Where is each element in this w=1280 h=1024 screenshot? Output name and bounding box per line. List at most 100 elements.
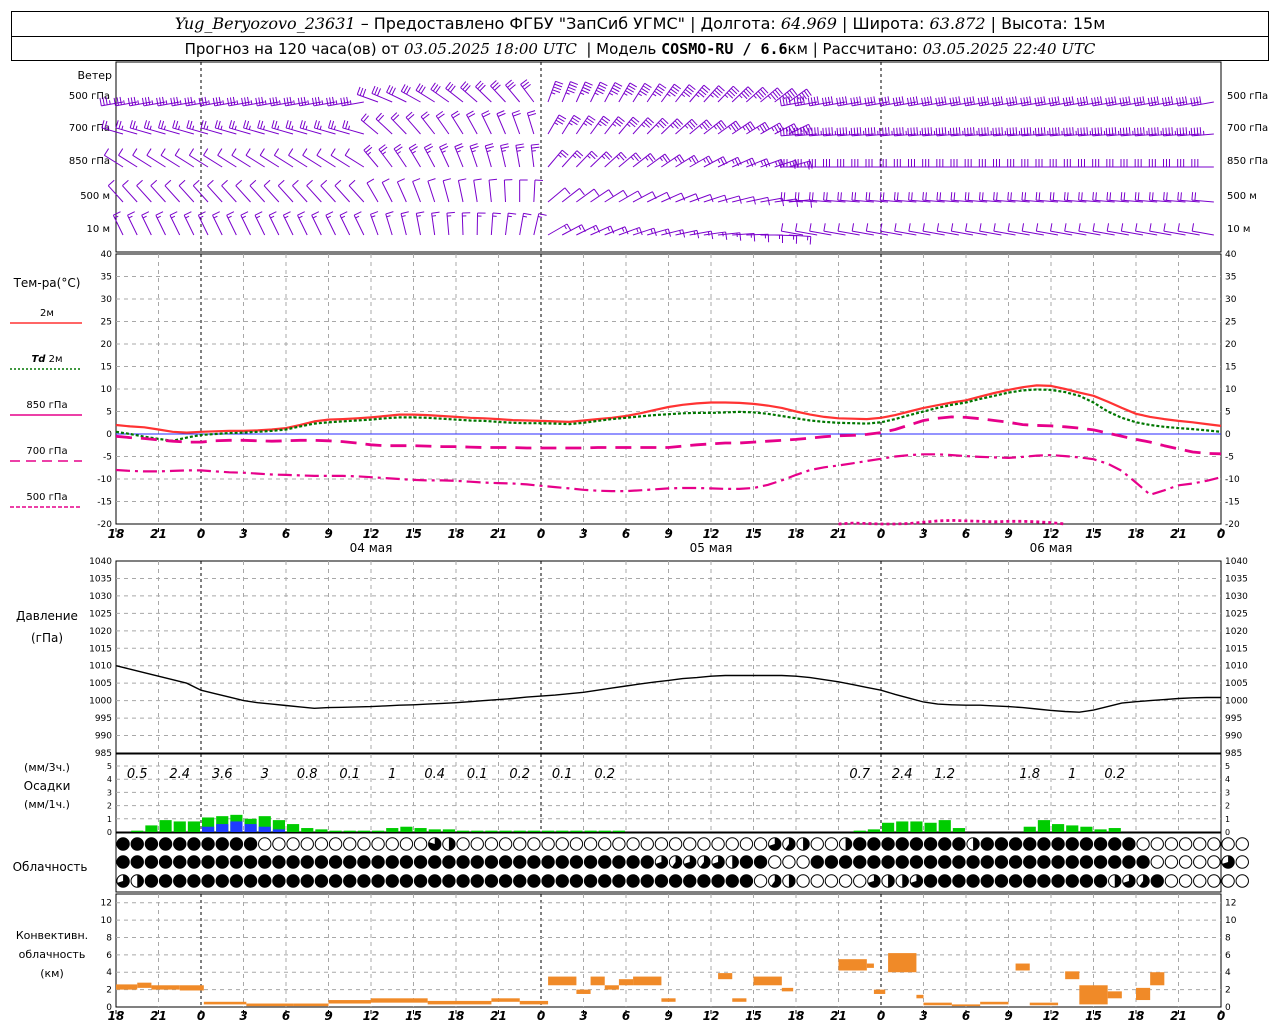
wind-barb <box>1078 159 1101 168</box>
wind-barb-half-feather <box>107 125 110 130</box>
cloud-cell-outline <box>1150 837 1164 851</box>
wind-barb-shaft <box>647 228 669 236</box>
wind-barb-half-feather <box>583 122 588 126</box>
cloud-cell-full <box>442 874 456 888</box>
wind-barb <box>837 192 860 203</box>
wind-barb-shaft <box>675 118 693 135</box>
wind-barb-feather <box>174 148 180 156</box>
wind-barb-feather <box>691 118 698 126</box>
cloud-cell-outline <box>753 874 768 888</box>
wind-barb-shaft <box>157 101 180 107</box>
wind-barb-feather <box>508 212 517 215</box>
conv-block-10 <box>456 1000 492 1005</box>
wind-barb-feather <box>639 227 643 236</box>
cloud-cell <box>1193 837 1207 851</box>
wind-barb-feather <box>907 127 910 136</box>
cloud-cell <box>1051 855 1065 869</box>
wind-barb-shaft <box>457 180 464 203</box>
wind-barb-feather <box>685 88 692 95</box>
cloud-cell-full <box>711 874 725 888</box>
wind-barb-feather <box>113 97 116 106</box>
cloud-cell <box>598 837 612 851</box>
wind-barb <box>146 148 166 168</box>
wind-barb <box>231 148 251 168</box>
wind-barb-shaft <box>795 133 818 137</box>
precip-rain-bar <box>598 830 611 832</box>
wind-barb-shaft <box>263 185 280 203</box>
cloud-cell <box>980 837 994 851</box>
precip-rain-bar <box>499 830 512 832</box>
wind-barb-half-feather <box>537 215 543 218</box>
wind-barb <box>375 112 393 135</box>
cloud-cell <box>1079 874 1094 888</box>
wind-barb <box>646 117 669 135</box>
cloud-cell <box>697 837 711 851</box>
wind-barb-half-feather <box>222 100 225 105</box>
wind-barb-feather <box>1020 97 1023 106</box>
wind-barb-half-feather <box>659 157 663 162</box>
cloud-cell <box>1108 874 1122 888</box>
wind-barb-shaft <box>823 133 846 137</box>
cloud-cell-outline <box>810 874 824 888</box>
wind-barb <box>469 143 479 168</box>
cloud-cell-full <box>924 874 937 888</box>
wind-barb-feather <box>703 121 710 129</box>
wind-barb <box>892 96 917 107</box>
cloud-cell <box>1093 837 1108 851</box>
cloud-cell-outline <box>1221 874 1235 888</box>
wind-barb <box>547 149 569 168</box>
wind-barb-feather <box>1193 127 1196 136</box>
wind-barb-feather <box>864 97 867 106</box>
wind-barb-shaft <box>866 230 889 236</box>
wind-barb-feather <box>693 155 699 163</box>
wind-barb-feather <box>1094 97 1097 106</box>
wind-barb-shaft <box>1135 133 1158 137</box>
cloud-cell-partial <box>1123 874 1136 888</box>
wind-barb-feather <box>936 223 940 232</box>
conv-block-14 <box>576 989 591 994</box>
wind-barb-shaft <box>1021 199 1044 203</box>
wind-barb-half-feather <box>185 215 190 219</box>
wind-barb <box>1006 127 1030 137</box>
wind-barb-feather <box>673 83 682 90</box>
conv-block-4 <box>203 1001 247 1005</box>
wind-barb-feather <box>1111 96 1114 105</box>
wind-barb <box>533 179 543 203</box>
wind-barb-feather <box>1176 97 1179 106</box>
wind-barb-half-feather <box>710 94 714 98</box>
wind-barb <box>950 223 974 236</box>
cloud-cell <box>654 837 669 851</box>
cloud-cell <box>555 874 569 888</box>
precip-rain-bar <box>952 828 965 832</box>
wind-barb-feather <box>274 120 278 129</box>
wind-barb-feather <box>823 223 826 232</box>
wind-barb-feather <box>1136 97 1139 106</box>
wind-barb-shaft <box>575 150 592 168</box>
wind-barb <box>590 151 613 168</box>
wind-barb-shaft <box>993 199 1016 203</box>
precip-rain-bar <box>159 820 172 832</box>
wind-barb-feather <box>113 211 121 216</box>
wind-barb-shaft <box>1192 230 1214 236</box>
forecast-prefix: Прогноз на 120 часа(ов) от <box>184 40 400 58</box>
wind-barb-feather <box>1029 96 1032 105</box>
wind-barb-feather <box>1168 127 1171 136</box>
wind-barb-half-feather <box>760 160 764 165</box>
wind-barb-feather <box>853 97 856 106</box>
wind-barb <box>381 178 393 203</box>
wind-barb <box>255 96 279 107</box>
cloud-cell <box>272 837 286 851</box>
wind-barb-feather <box>1009 127 1012 136</box>
wind-barb-feather <box>473 178 482 181</box>
wind-barb-feather <box>306 179 313 187</box>
cloud-cell <box>527 855 541 869</box>
wind-barb-shaft <box>505 213 509 236</box>
wind-barb <box>1161 96 1186 107</box>
wind-barb-half-feather <box>564 225 567 230</box>
wind-barb-shaft <box>823 101 846 107</box>
wind-barb-feather <box>1147 97 1151 106</box>
wind-barb-feather <box>1157 127 1159 136</box>
wind-barb-shaft <box>561 81 571 103</box>
wind-barb-half-feather <box>109 100 111 105</box>
wind-barb-feather <box>440 145 449 151</box>
